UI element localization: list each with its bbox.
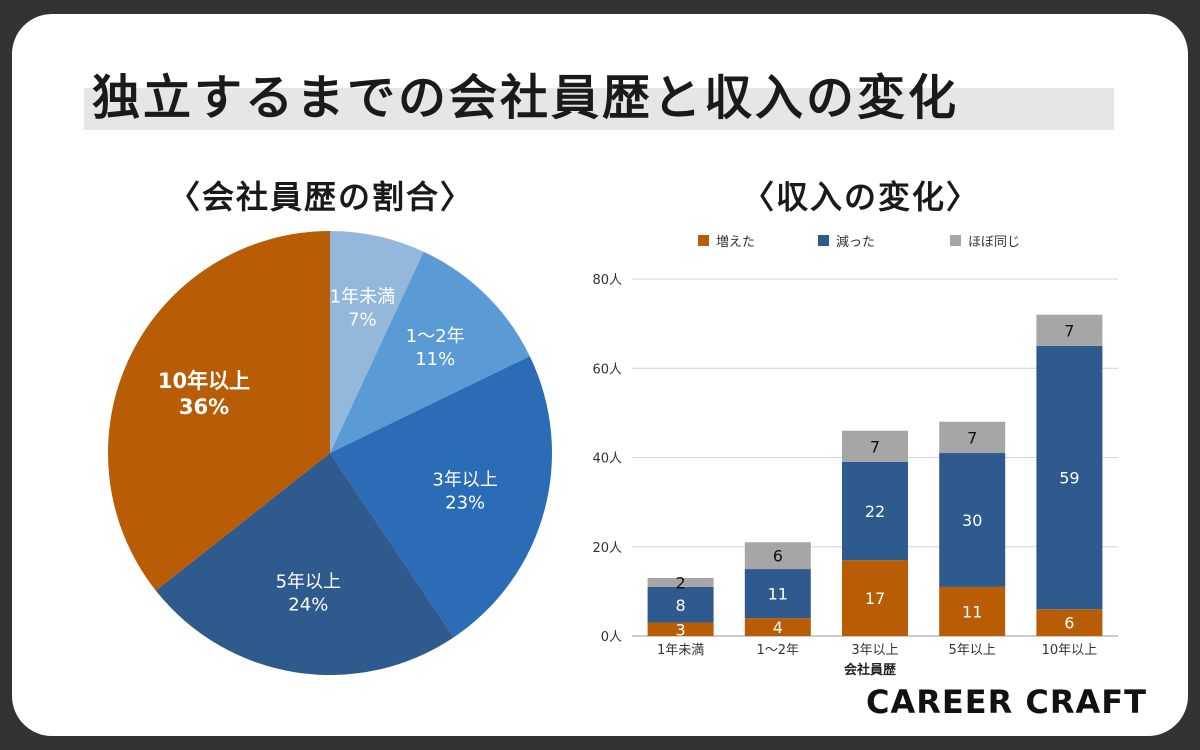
y-tick-label: 0人 bbox=[601, 630, 622, 645]
page-title: 独立するまでの会社員歴と収入の変化 bbox=[92, 70, 960, 126]
bar-segment bbox=[744, 618, 811, 636]
bar-value-label: 8 bbox=[676, 596, 686, 615]
bar-value-label: 11 bbox=[768, 585, 788, 604]
bar-segment bbox=[744, 542, 811, 570]
pie-category-label: 10年以上 bbox=[158, 369, 250, 393]
bar-segment bbox=[647, 577, 714, 587]
x-tick-label: 1〜2年 bbox=[757, 643, 800, 658]
pie-percent-label: 24% bbox=[288, 594, 328, 615]
bar-segment bbox=[939, 421, 1006, 454]
bar-chart-title: 〈収入の変化〉 bbox=[742, 178, 981, 216]
bar-value-label: 2 bbox=[676, 573, 686, 592]
y-tick-label: 20人 bbox=[592, 541, 622, 556]
bar-segment bbox=[842, 560, 908, 636]
y-tick-label: 40人 bbox=[592, 452, 622, 467]
bar-value-label: 6 bbox=[773, 547, 783, 566]
bar-segment bbox=[842, 430, 908, 462]
bar-value-label: 3 bbox=[676, 620, 686, 639]
legend-swatch bbox=[698, 235, 709, 246]
bar-value-label: 22 bbox=[865, 502, 885, 521]
x-tick-label: 5年以上 bbox=[949, 643, 996, 658]
y-tick-label: 80人 bbox=[592, 273, 622, 288]
x-axis-title: 会社員歴 bbox=[844, 662, 896, 678]
pie-chart-title: 〈会社員歴の割合〉 bbox=[168, 178, 475, 216]
legend-label: ほぼ同じ bbox=[968, 235, 1020, 250]
pie-percent-label: 11% bbox=[415, 349, 455, 370]
bar-segment bbox=[647, 586, 714, 623]
x-tick-label: 10年以上 bbox=[1042, 643, 1098, 658]
legend-swatch bbox=[950, 235, 961, 246]
pie-category-label: 5年以上 bbox=[276, 571, 341, 592]
bar-segment bbox=[939, 586, 1006, 636]
bar-segment bbox=[647, 622, 714, 636]
bar-value-label: 17 bbox=[865, 589, 885, 608]
brand-logo: CAREER CRAFT bbox=[866, 683, 1147, 721]
pie-slice bbox=[330, 356, 552, 638]
pie-percent-label: 23% bbox=[445, 493, 485, 514]
pie-percent-label: 7% bbox=[348, 310, 377, 331]
bar-segment bbox=[1036, 345, 1103, 610]
x-tick-label: 1年未満 bbox=[657, 643, 704, 658]
y-tick-label: 60人 bbox=[592, 362, 622, 377]
bar-segment bbox=[744, 569, 811, 619]
bar-value-label: 11 bbox=[962, 602, 982, 621]
x-tick-label: 3年以上 bbox=[851, 643, 898, 658]
bar-value-label: 59 bbox=[1059, 469, 1079, 488]
bar-value-label: 6 bbox=[1064, 614, 1074, 633]
title-highlight bbox=[84, 88, 1114, 130]
pie-category-label: 3年以上 bbox=[432, 470, 497, 491]
pie-slice bbox=[155, 453, 454, 675]
bar-value-label: 7 bbox=[870, 437, 880, 456]
legend-swatch bbox=[818, 235, 829, 246]
bar-segment bbox=[939, 453, 1006, 587]
bar-value-label: 30 bbox=[962, 511, 982, 530]
bar-segment bbox=[842, 461, 908, 561]
pie-percent-label: 36% bbox=[179, 395, 229, 419]
pie-category-label: 1年未満 bbox=[330, 287, 395, 308]
legend-label: 減った bbox=[836, 234, 875, 250]
bar-value-label: 4 bbox=[773, 618, 783, 637]
pie-slice bbox=[108, 231, 330, 591]
bar-value-label: 7 bbox=[967, 428, 977, 447]
pie-slice bbox=[330, 251, 530, 453]
pie-category-label: 1〜2年 bbox=[406, 326, 465, 347]
bar-value-label: 7 bbox=[1064, 321, 1074, 340]
pie-slice bbox=[330, 231, 424, 453]
bar-segment bbox=[1036, 314, 1103, 346]
bar-segment bbox=[1036, 609, 1103, 636]
legend-label: 増えた bbox=[716, 235, 755, 250]
